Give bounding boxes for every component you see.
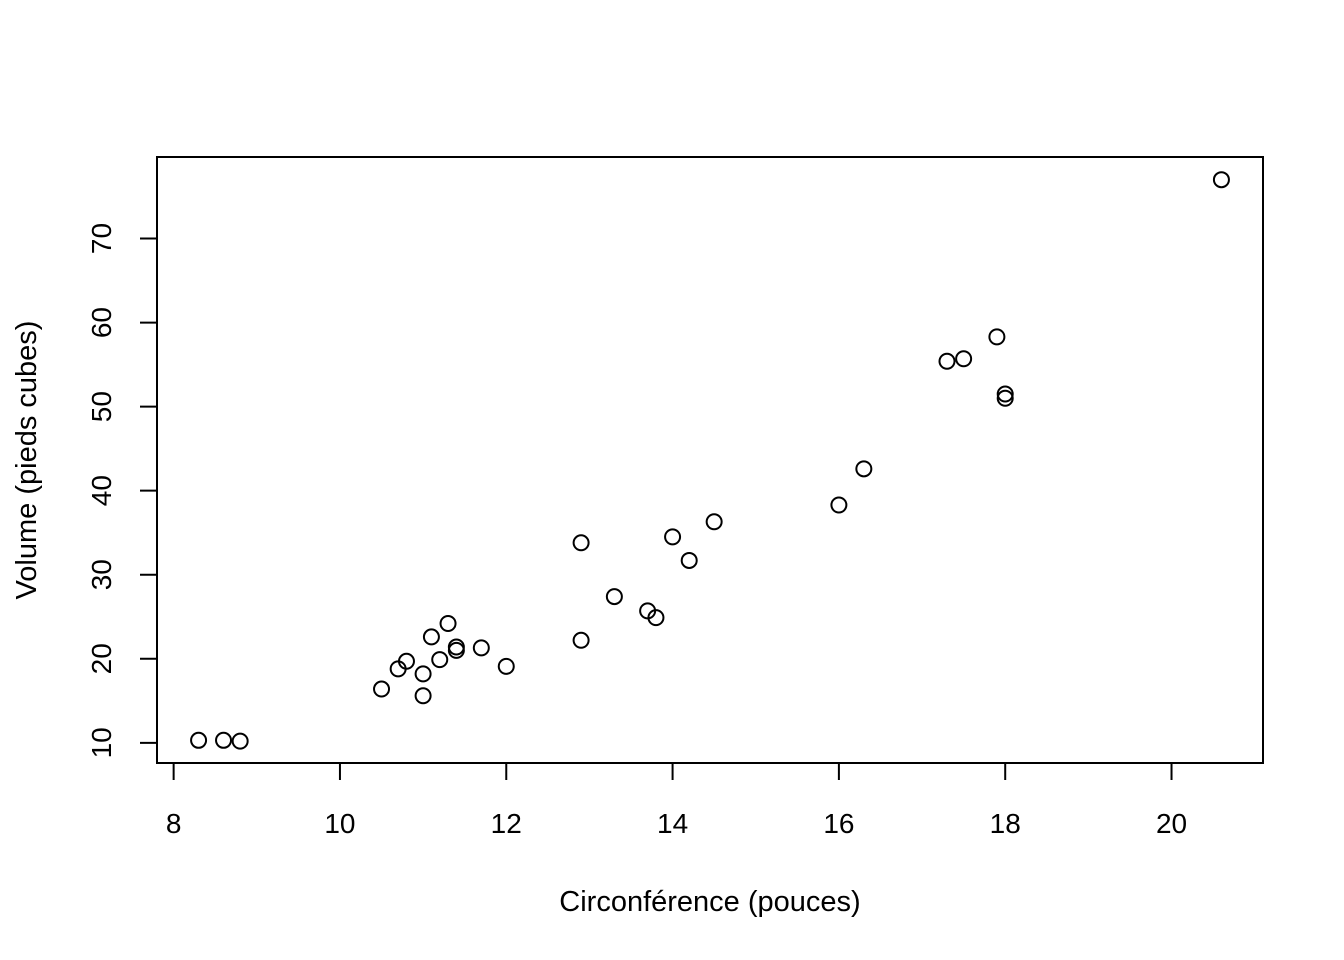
data-point [414,665,432,683]
x-tick-label: 8 [166,808,182,839]
data-points [190,171,1230,750]
data-point [855,460,873,478]
data-point [231,732,249,750]
data-point [414,687,432,705]
data-point [996,385,1014,403]
y-tick-label: 50 [86,391,117,422]
data-point [955,350,973,368]
y-tick-label: 30 [86,559,117,590]
x-tick-label: 18 [990,808,1021,839]
y-axis: 10 20 30 40 50 60 70 [86,223,158,758]
plot-frame [156,156,1264,764]
data-point [215,731,233,749]
data-point [447,638,465,656]
data-point [705,513,723,531]
data-point [938,352,956,370]
data-point [373,680,391,698]
data-point [572,534,590,552]
y-tick-label: 10 [86,727,117,758]
data-point [605,588,623,606]
x-tick-label: 20 [1156,808,1187,839]
data-point [996,389,1014,407]
data-point [439,614,457,632]
y-tick-label: 60 [86,307,117,338]
data-point [447,641,465,659]
data-point [680,551,698,569]
data-point [497,657,515,675]
x-tick-label: 12 [491,808,522,839]
x-axis-title: Circonférence (pouces) [559,886,860,918]
data-point [647,609,665,627]
y-tick-label: 70 [86,223,117,254]
data-point [1212,171,1230,189]
data-point [422,628,440,646]
x-tick-label: 10 [324,808,355,839]
x-tick-label: 16 [823,808,854,839]
data-point [397,652,415,670]
data-point [472,639,490,657]
x-tick-label: 14 [657,808,688,839]
data-point [190,731,208,749]
data-point [572,631,590,649]
data-point [988,328,1006,346]
data-point [664,528,682,546]
y-axis-title: Volume (pieds cubes) [11,321,43,600]
y-tick-label: 40 [86,475,117,506]
x-axis: 8 10 12 14 16 18 20 [166,762,1187,839]
data-point [431,651,449,669]
y-tick-label: 20 [86,643,117,674]
data-point [830,496,848,514]
